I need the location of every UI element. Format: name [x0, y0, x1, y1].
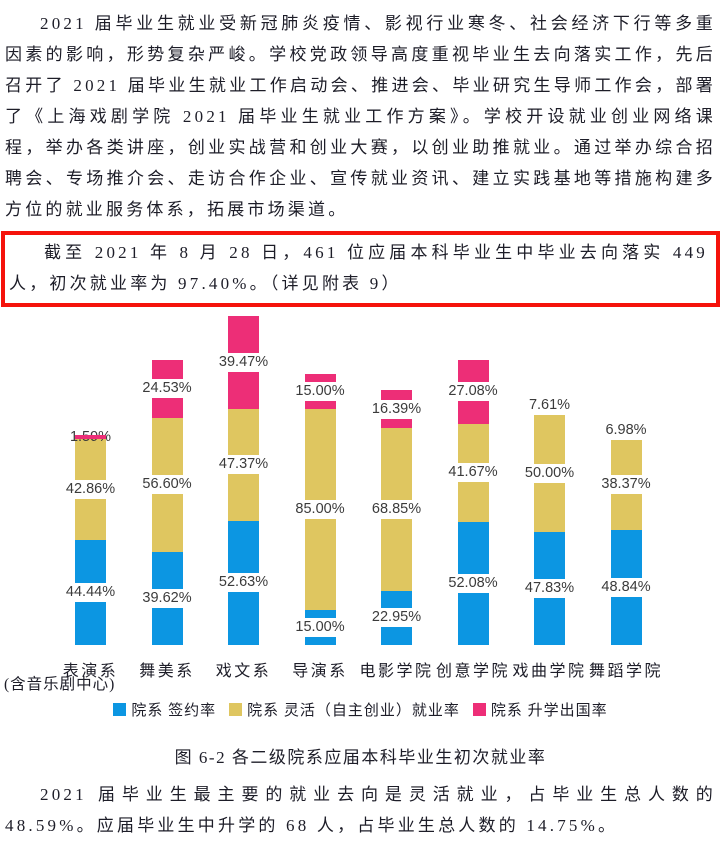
data-label-flexible: 68.85%: [368, 500, 425, 520]
category-label: 戏文系: [215, 663, 272, 680]
data-label-flexible: 38.37%: [598, 474, 654, 494]
data-label-flexible: 85.00%: [292, 499, 348, 519]
data-label-further-study: 39.47%: [215, 352, 272, 372]
category-footnote: (含音乐剧中心): [4, 676, 116, 693]
legend-swatch-signed-icon: [113, 703, 127, 716]
data-label-signed: 48.84%: [598, 577, 654, 597]
data-label-signed: 39.62%: [139, 588, 195, 608]
highlighted-callout-box: 截至 2021 年 8 月 28 日，461 位应届本科毕业生中毕业去向落实 4…: [1, 231, 720, 307]
data-label-further-study: 16.39%: [368, 399, 425, 419]
legend-label-flexible: 院系 灵活（自主创业）就业率: [247, 703, 460, 719]
category-label: 舞蹈学院: [588, 663, 664, 680]
legend-item-signed: 院系 签约率: [113, 699, 216, 720]
data-label-further-study: 6.98%: [602, 421, 650, 441]
data-label-signed: 22.95%: [368, 608, 425, 628]
data-label-signed: 44.44%: [62, 583, 119, 603]
category-label: 导演系: [292, 663, 348, 680]
data-label-further-study: 27.08%: [445, 382, 501, 402]
category-label: 创意学院: [435, 663, 511, 680]
legend-item-further-study: 院系 升学出国率: [472, 699, 608, 720]
data-label-signed: 47.83%: [521, 579, 578, 599]
highlight-paragraph: 截至 2021 年 8 月 28 日，461 位应届本科毕业生中毕业去向落实 4…: [9, 243, 708, 293]
data-label-flexible: 41.67%: [445, 463, 501, 483]
data-label-flexible: 42.86%: [62, 480, 119, 500]
data-label-further-study: 7.61%: [525, 395, 574, 415]
figure-caption: 图 6-2 各二级院系应届本科毕业生初次就业率: [174, 748, 547, 767]
bar-segment-further-study: [75, 435, 106, 439]
chart-plot-area: 44.44%42.86%1.59%表演系39.62%56.60%24.53%舞美…: [0, 313, 721, 680]
category-label: 表演系: [62, 663, 119, 680]
legend-swatch-further-study-icon: [472, 703, 486, 716]
data-label-flexible: 50.00%: [521, 463, 578, 483]
category-label: 电影学院: [359, 663, 434, 680]
closing-paragraph: 2021 届毕业生最主要的就业去向是灵活就业，占毕业生总人数的 48.59%。应…: [5, 785, 716, 835]
legend-swatch-flexible-icon: [229, 703, 243, 716]
intro-paragraph: 2021 届毕业生就业受新冠肺炎疫情、影视行业寒冬、社会经济下行等多重因素的影响…: [5, 14, 716, 219]
data-label-flexible: 47.37%: [215, 455, 272, 475]
legend-item-flexible: 院系 灵活（自主创业）就业率: [229, 699, 460, 720]
category-label: 舞美系: [139, 663, 195, 680]
chart-legend: 院系 签约率 院系 灵活（自主创业）就业率 院系 升学出国率: [0, 699, 721, 720]
data-label-signed: 52.08%: [445, 574, 501, 594]
legend-label-signed: 院系 签约率: [131, 703, 217, 719]
data-label-further-study: 15.00%: [292, 381, 348, 401]
data-label-further-study: 24.53%: [139, 379, 195, 399]
legend-label-further-study: 院系 升学出国率: [490, 703, 608, 719]
data-label-signed: 52.63%: [215, 573, 272, 593]
employment-rate-chart: 44.44%42.86%1.59%表演系39.62%56.60%24.53%舞美…: [0, 313, 721, 768]
data-label-flexible: 56.60%: [139, 475, 195, 495]
category-label: 戏曲学院: [512, 663, 587, 680]
data-label-signed: 15.00%: [292, 617, 348, 637]
